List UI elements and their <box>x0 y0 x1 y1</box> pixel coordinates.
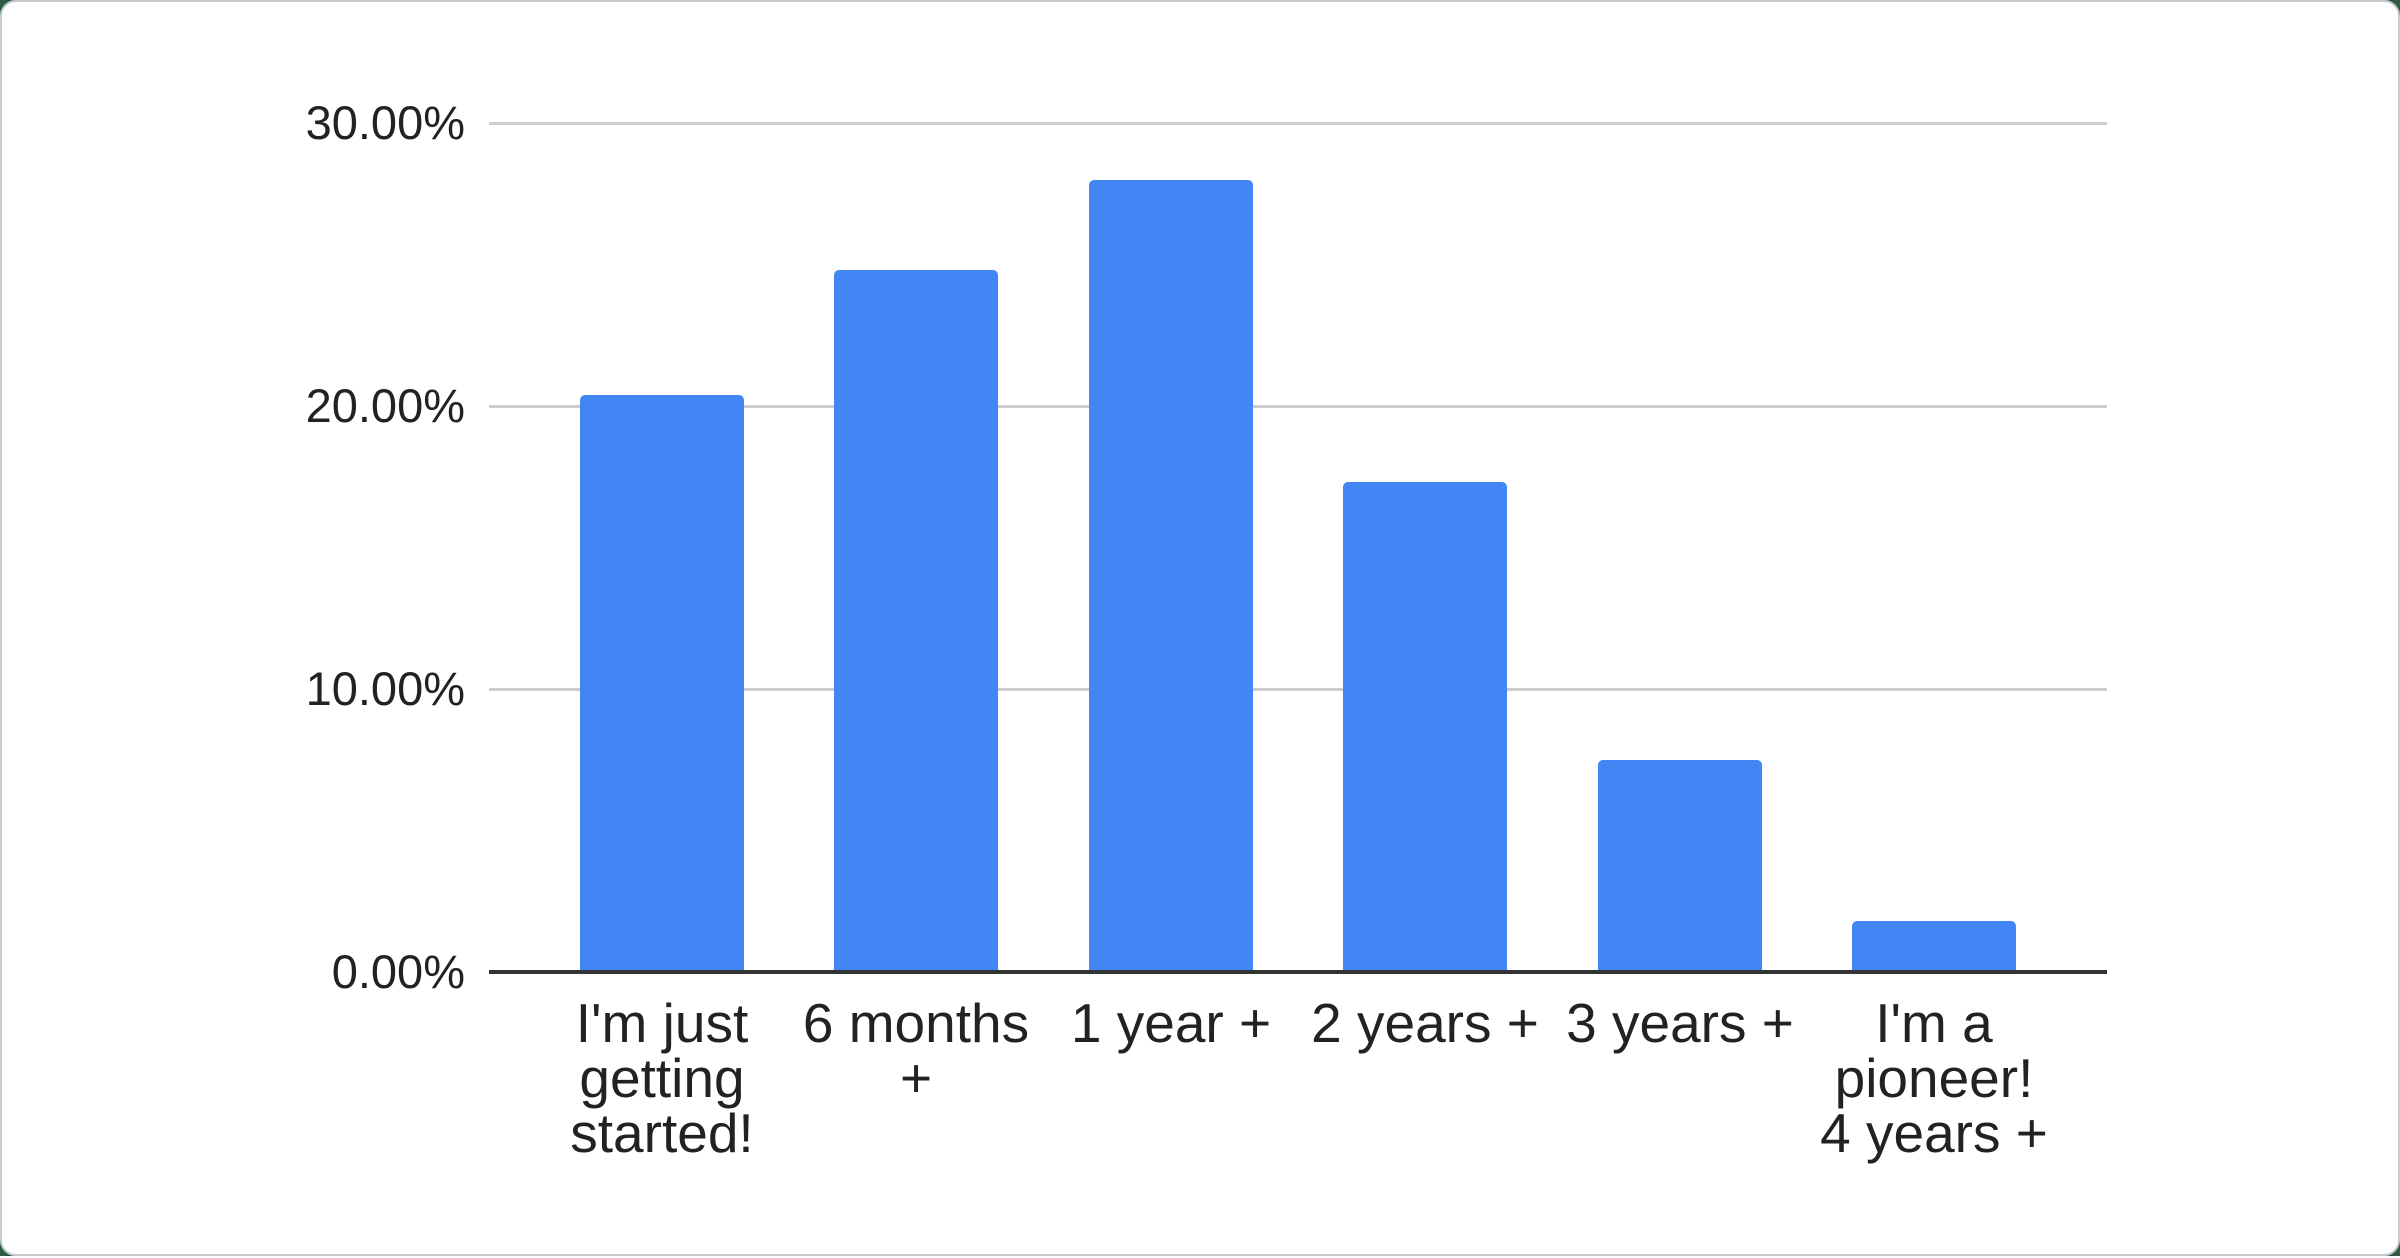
y-axis-tick-label: 10.00% <box>305 662 465 715</box>
gridline-30 <box>489 122 2107 125</box>
x-axis-category-label: I'm a pioneer! 4 years + <box>1820 992 2048 1164</box>
bar <box>1343 482 1507 972</box>
bar <box>1852 921 2016 972</box>
gridline-10 <box>489 688 2107 691</box>
x-axis-baseline <box>489 970 2107 974</box>
x-axis-category-label: 6 months + <box>802 992 1030 1109</box>
bar <box>1089 180 1253 972</box>
x-axis-category-label: 1 year + <box>1070 992 1272 1054</box>
x-axis-category-label: 2 years + <box>1311 992 1539 1054</box>
bar <box>1598 760 1762 972</box>
gridline-20 <box>489 405 2107 408</box>
x-axis-category-label: I'm just getting started! <box>570 992 754 1164</box>
x-axis-category-label: 3 years + <box>1566 992 1794 1054</box>
y-axis-tick-label: 30.00% <box>305 96 465 149</box>
bar <box>580 395 744 972</box>
y-axis-tick-label: 0.00% <box>331 945 465 998</box>
bar <box>834 270 998 972</box>
y-axis-tick-label: 20.00% <box>305 379 465 432</box>
